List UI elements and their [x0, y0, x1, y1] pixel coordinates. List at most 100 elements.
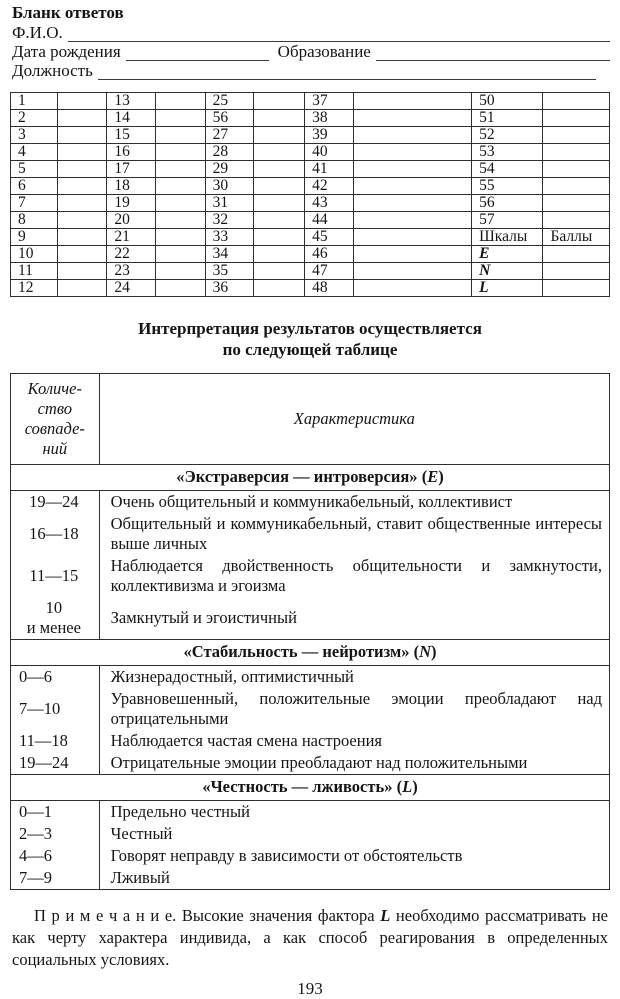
answer-cell [352, 160, 473, 178]
range-cell: 16—18 [10, 513, 100, 555]
answer-cell [56, 228, 108, 246]
question-number-cell: 43 [304, 194, 354, 212]
question-number-cell: 16 [106, 143, 156, 161]
score-cell [542, 279, 610, 297]
question-number-cell: 20 [106, 211, 156, 229]
question-number-cell: 23 [106, 262, 156, 280]
answer-cell [253, 194, 306, 212]
interpretation-row: 7—10 Уравновешенный, положительные эмоци… [10, 688, 610, 730]
section-title-text: «Стабильность — нейротизм» [183, 642, 410, 661]
answer-cell [352, 194, 473, 212]
answer-cell [154, 211, 206, 229]
question-number-cell: 32 [204, 211, 255, 229]
interpretation-row: 2—3 Честный [10, 823, 610, 845]
answer-cell [542, 194, 610, 212]
question-number-cell: 42 [304, 177, 354, 195]
table-row: 9 21 33 45 Шкалы Баллы [10, 228, 610, 246]
question-number-cell: 35 [204, 262, 255, 280]
question-number-cell: 46 [304, 245, 354, 263]
question-number-cell: 34 [204, 245, 255, 263]
position-row: Должность [10, 61, 610, 80]
note-text-before: Высокие значения фактора [176, 906, 381, 925]
paren-open: ( [417, 467, 428, 486]
characteristic-cell: Отрицательные эмоции преобладают над пол… [110, 753, 528, 772]
characteristic-cell: Общительный и коммуникабельный, ставит о… [110, 514, 602, 553]
question-number-cell: 4 [10, 143, 58, 161]
fio-row: Ф.И.О. [10, 23, 610, 42]
page-number: 193 [297, 979, 323, 998]
answer-cell [542, 109, 610, 127]
question-number-cell: 55 [471, 177, 544, 195]
question-number-cell: 36 [204, 279, 255, 297]
note-text-after: необходимо рассматривать не как черту ха… [12, 906, 608, 969]
table-row: 1 13 25 37 50 [10, 92, 610, 110]
answer-cell [56, 245, 108, 263]
section-title-row-lie: «Честность — лживость» (L) [10, 774, 610, 801]
characteristic-cell: Предельно честный [110, 802, 250, 821]
answer-cell [253, 109, 306, 127]
paren-close: ) [412, 777, 418, 796]
education-blank-line [375, 44, 610, 61]
answer-cell [352, 211, 473, 229]
education-label: Образование [277, 42, 371, 61]
factor-n-cell: N [471, 262, 544, 280]
answer-cell [154, 177, 206, 195]
answer-cell [154, 262, 206, 280]
interpretation-row: 10 и менее Замкнутый и эгоистичный [10, 597, 610, 640]
answer-cell [253, 279, 306, 297]
answer-cell [542, 92, 610, 110]
interpretation-table: Количе- ство совпаде- ний Характеристика… [10, 373, 610, 890]
answer-cell [352, 279, 473, 297]
matches-header-cell: Количе- ство совпаде- ний [10, 373, 100, 465]
question-number-cell: 38 [304, 109, 354, 127]
interpretation-row: 0—6 Жизнерадостный, оптимистичный [10, 665, 610, 688]
table-row: 5 17 29 41 54 [10, 160, 610, 178]
note-factor-letter: L [380, 906, 391, 925]
table-row: 4 16 28 40 53 [10, 143, 610, 161]
question-number-cell: 44 [304, 211, 354, 229]
answer-cell [352, 228, 473, 246]
paren-open: ( [392, 777, 403, 796]
answer-cell [253, 211, 306, 229]
range-cell: 7—9 [10, 867, 100, 890]
range-cell: 0—1 [10, 800, 100, 823]
question-number-cell: 21 [106, 228, 156, 246]
range-cell: 7—10 [10, 688, 100, 730]
answer-cell [352, 126, 473, 144]
question-number-cell: 8 [10, 211, 58, 229]
note-label: П р и м е ч а н и е. [34, 906, 177, 925]
answer-cell [253, 143, 306, 161]
interpretation-row: 0—1 Предельно честный [10, 800, 610, 823]
section-title-row-extraversion: «Экстраверсия — интроверсия» (E) [10, 464, 610, 491]
answer-cell [542, 160, 610, 178]
answer-cell [56, 194, 108, 212]
answer-cell [154, 228, 206, 246]
paren-close: ) [431, 642, 437, 661]
range-cell: 19—24 [10, 490, 100, 513]
table-row: 12 24 36 48 L [10, 279, 610, 297]
question-number-cell: 28 [204, 143, 255, 161]
answer-cell [56, 92, 108, 110]
factor-e-cell: E [471, 245, 544, 263]
range-cell: 2—3 [10, 823, 100, 845]
answer-table: 1 13 25 37 50 2 14 56 38 51 3 15 27 39 5… [10, 92, 610, 297]
answer-cell [56, 109, 108, 127]
characteristic-cell: Замкнутый и эгоистичный [110, 608, 297, 627]
question-number-cell: 1 [10, 92, 58, 110]
fio-blank-line [67, 25, 610, 42]
question-number-cell: 11 [10, 262, 58, 280]
range-cell: 10 и менее [10, 597, 100, 640]
question-number-cell: 52 [471, 126, 544, 144]
answer-cell [352, 245, 473, 263]
factor-l-cell: L [471, 279, 544, 297]
question-number-cell: 56 [471, 194, 544, 212]
answer-cell [542, 143, 610, 161]
answer-cell [352, 143, 473, 161]
section-title-text: «Экстраверсия — интроверсия» [176, 467, 418, 486]
question-number-cell: 13 [106, 92, 156, 110]
section-title-text: «Честность — лживость» [202, 777, 393, 796]
answer-cell [56, 279, 108, 297]
answer-cell [154, 279, 206, 297]
section-title: «Стабильность — нейротизм» (N) [10, 639, 610, 666]
question-number-cell: 31 [204, 194, 255, 212]
